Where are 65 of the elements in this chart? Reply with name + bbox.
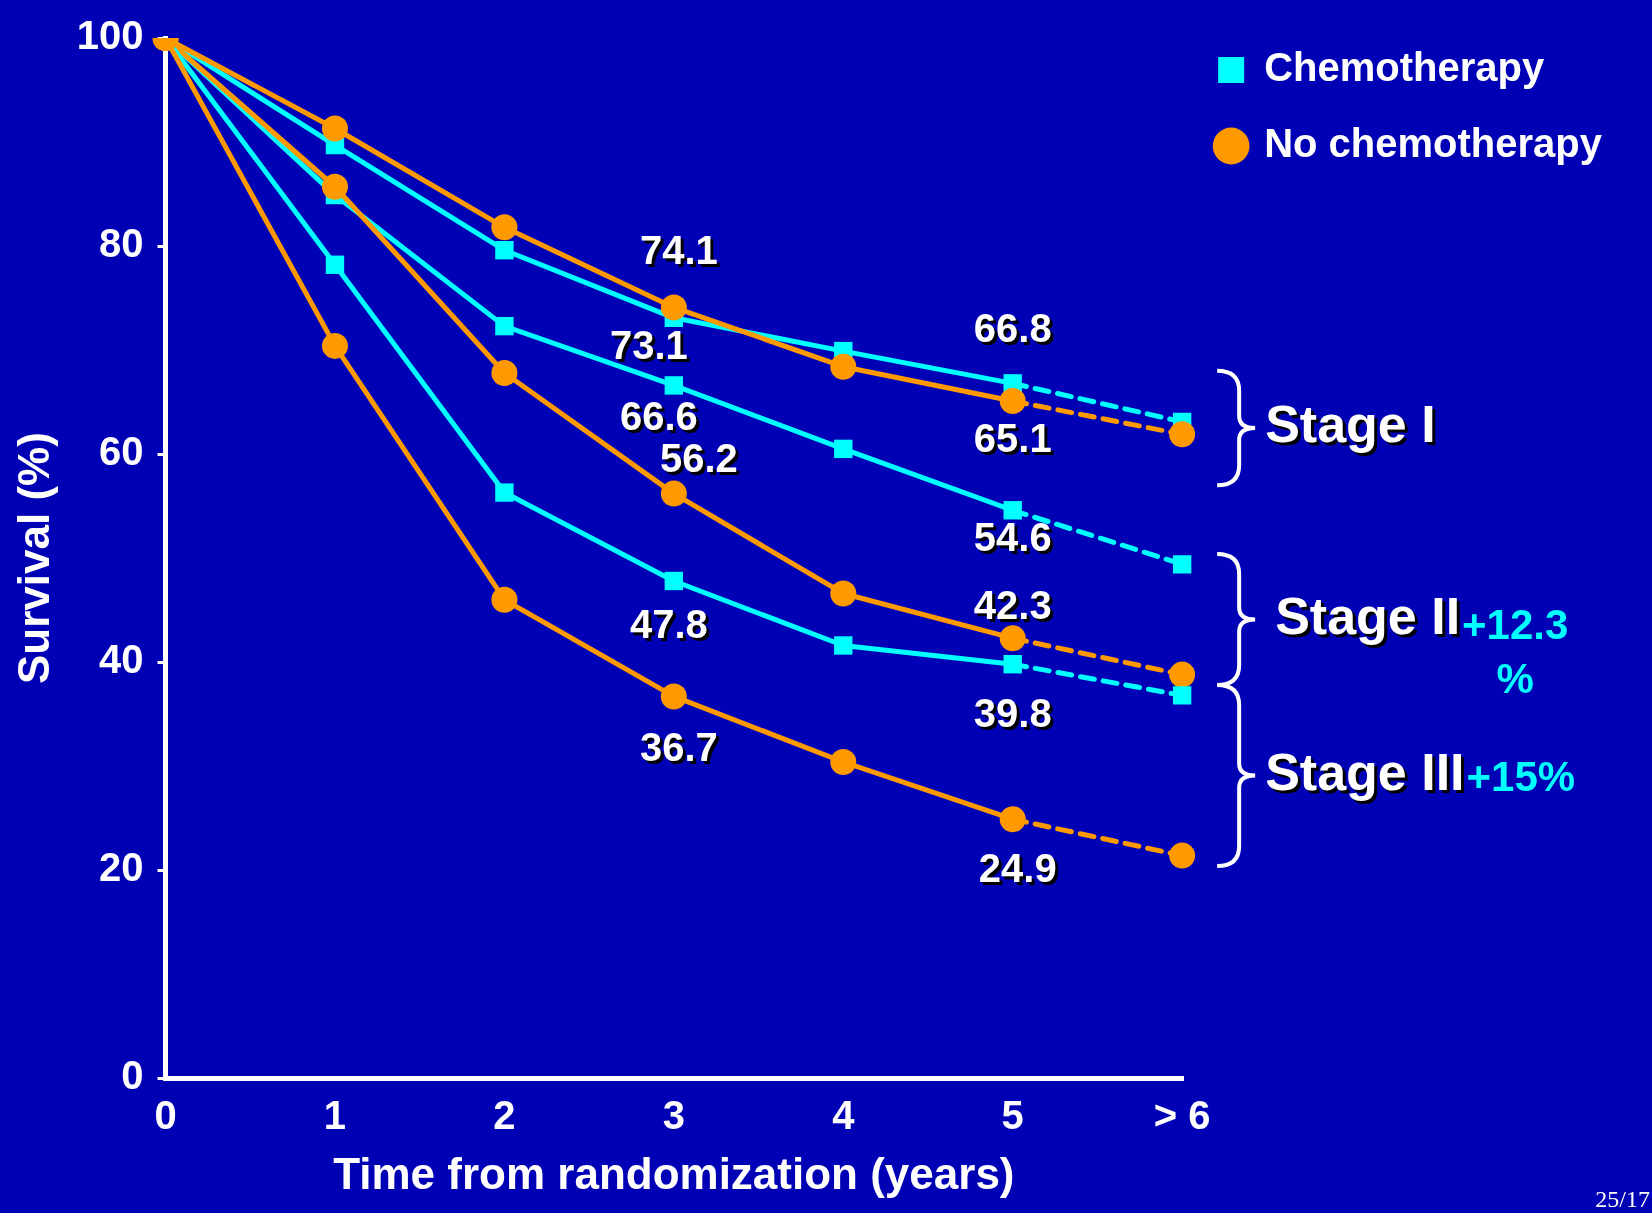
data-label: 42.3 <box>976 586 1055 631</box>
y-tick-label: 80 <box>99 221 144 266</box>
point <box>491 359 518 386</box>
point <box>1003 655 1022 674</box>
x-tick-label: 5 <box>1001 1093 1024 1138</box>
y-axis-title: Survival (%) <box>8 432 58 685</box>
text: Stage II <box>1275 586 1461 645</box>
point <box>660 294 687 321</box>
point <box>1172 686 1192 705</box>
point <box>830 580 857 607</box>
point <box>830 353 857 380</box>
point <box>664 571 684 591</box>
point <box>834 636 853 655</box>
legend-label: Chemotherapy <box>1264 45 1545 90</box>
point <box>1003 501 1022 520</box>
text: +12.3 % <box>1462 601 1569 703</box>
data-label: 73.1 <box>609 322 688 367</box>
data-label: 47.8 <box>629 602 708 647</box>
x-axis-title: Time from randomization (years) <box>333 1148 1015 1198</box>
point <box>999 388 1026 415</box>
point <box>999 625 1026 652</box>
point <box>999 806 1026 833</box>
point <box>321 115 348 142</box>
text: +15% <box>1466 753 1576 801</box>
y-tick-label: 60 <box>99 429 144 474</box>
data-label: 65.1 <box>973 416 1052 461</box>
text: Stage III <box>1265 742 1465 801</box>
point <box>830 748 857 775</box>
point <box>660 480 687 507</box>
y-tick-label: 100 <box>76 13 144 58</box>
y-tick-label: 40 <box>99 637 144 682</box>
x-tick-label: 2 <box>493 1093 516 1138</box>
data-label: 54.6 <box>973 515 1052 560</box>
point <box>664 376 684 395</box>
x-tick-label: > 6 <box>1153 1093 1211 1138</box>
point <box>321 332 348 359</box>
point <box>1172 555 1192 574</box>
data-label: 56.2 <box>662 438 741 483</box>
y-tick-label: 0 <box>121 1053 144 1098</box>
x-tick-label: 4 <box>832 1093 856 1138</box>
point <box>834 439 853 459</box>
point <box>325 255 345 274</box>
point <box>321 173 348 200</box>
data-label: 74.1 <box>642 231 721 276</box>
y-tick-label: 20 <box>99 845 144 890</box>
point <box>491 214 518 241</box>
point <box>660 683 687 710</box>
x-tick-label: 0 <box>154 1093 177 1138</box>
point <box>495 241 514 260</box>
text: 25/17 <box>1595 1186 1650 1213</box>
point <box>495 316 514 336</box>
x-tick-label: 1 <box>323 1093 347 1138</box>
point <box>1169 842 1196 869</box>
data-label: 39.8 <box>973 691 1052 736</box>
point <box>495 483 514 502</box>
point <box>1169 661 1196 688</box>
point <box>1169 421 1196 448</box>
data-label: 24.9 <box>978 846 1057 891</box>
legend-label: No chemotherapy <box>1264 121 1603 166</box>
data-label: 66.6 <box>619 394 698 439</box>
data-label: 66.8 <box>976 309 1055 354</box>
data-label: 36.7 <box>639 725 718 770</box>
text: Stage I <box>1265 395 1436 454</box>
x-tick-label: 3 <box>662 1093 685 1138</box>
point <box>491 586 518 613</box>
